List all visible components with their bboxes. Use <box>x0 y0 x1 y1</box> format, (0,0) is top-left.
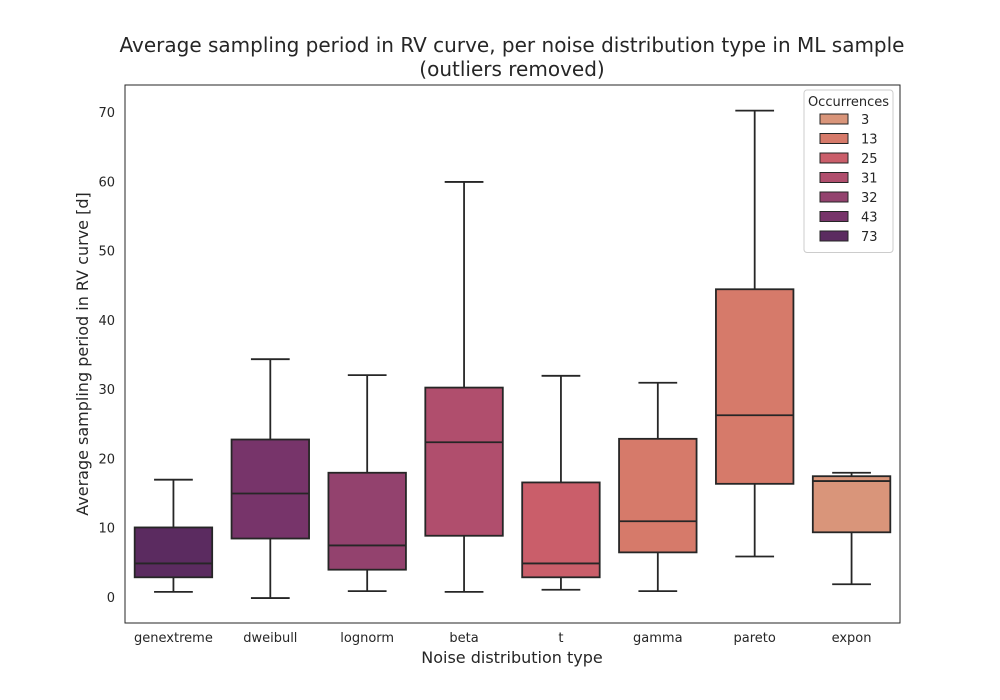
box-expon <box>811 471 892 586</box>
box-beta <box>424 181 504 593</box>
legend-swatch <box>819 172 849 183</box>
box-lognorm <box>327 374 407 593</box>
legend-title: Occurrences <box>808 95 889 110</box>
legend-swatch <box>819 113 849 125</box>
legend-swatch <box>819 133 849 144</box>
iqr-box <box>230 438 310 540</box>
y-tick-label: 10 <box>98 522 115 537</box>
legend-swatch <box>819 230 849 242</box>
x-tick-label: gamma <box>633 631 683 646</box>
x-tick-label: dweibull <box>243 631 297 646</box>
x-axis-label: Noise distribution type <box>421 648 602 667</box>
x-tick-label: genextreme <box>134 631 213 646</box>
plot-area-frame <box>124 84 901 624</box>
y-tick-label: 70 <box>98 106 115 121</box>
iqr-box <box>521 481 601 579</box>
legend-label: 73 <box>861 230 878 245</box>
legend-label: 3 <box>861 113 869 128</box>
iqr-box <box>715 288 795 485</box>
y-tick-label: 30 <box>98 383 115 398</box>
x-tick-label: beta <box>449 631 478 646</box>
legend-label: 25 <box>861 152 878 167</box>
legend-swatch <box>819 152 849 164</box>
y-axis-label: Average sampling period in RV curve [d] <box>73 192 92 516</box>
y-tick-label: 60 <box>98 175 115 190</box>
iqr-box <box>327 471 407 571</box>
x-tick-label: t <box>558 631 563 646</box>
chart-title-line-1: Average sampling period in RV curve, per… <box>120 33 905 57</box>
x-tick-label: lognorm <box>340 631 394 646</box>
y-tick-label: 20 <box>98 452 115 467</box>
box-t <box>521 374 601 591</box>
iqr-box <box>424 386 504 537</box>
y-tick-label: 0 <box>107 591 115 606</box>
legend-swatch <box>819 211 849 222</box>
chart-title-line-2: (outliers removed) <box>419 57 604 81</box>
iqr-box <box>618 437 698 554</box>
x-tick-label: expon <box>832 631 872 646</box>
legend-label: 32 <box>861 191 878 206</box>
legend-label: 13 <box>861 133 878 148</box>
iqr-box <box>811 475 892 534</box>
iqr-box <box>133 526 214 579</box>
box-gamma <box>618 381 698 593</box>
x-tick-label: pareto <box>734 631 776 646</box>
legend-swatch <box>819 191 849 203</box>
y-tick-label: 50 <box>98 245 115 260</box>
legend-label: 43 <box>861 211 878 226</box>
box-genextreme <box>133 478 214 593</box>
y-tick-label: 40 <box>98 314 115 329</box>
box-pareto <box>715 109 795 558</box>
legend-label: 31 <box>861 172 878 187</box>
box-dweibull <box>230 358 310 599</box>
